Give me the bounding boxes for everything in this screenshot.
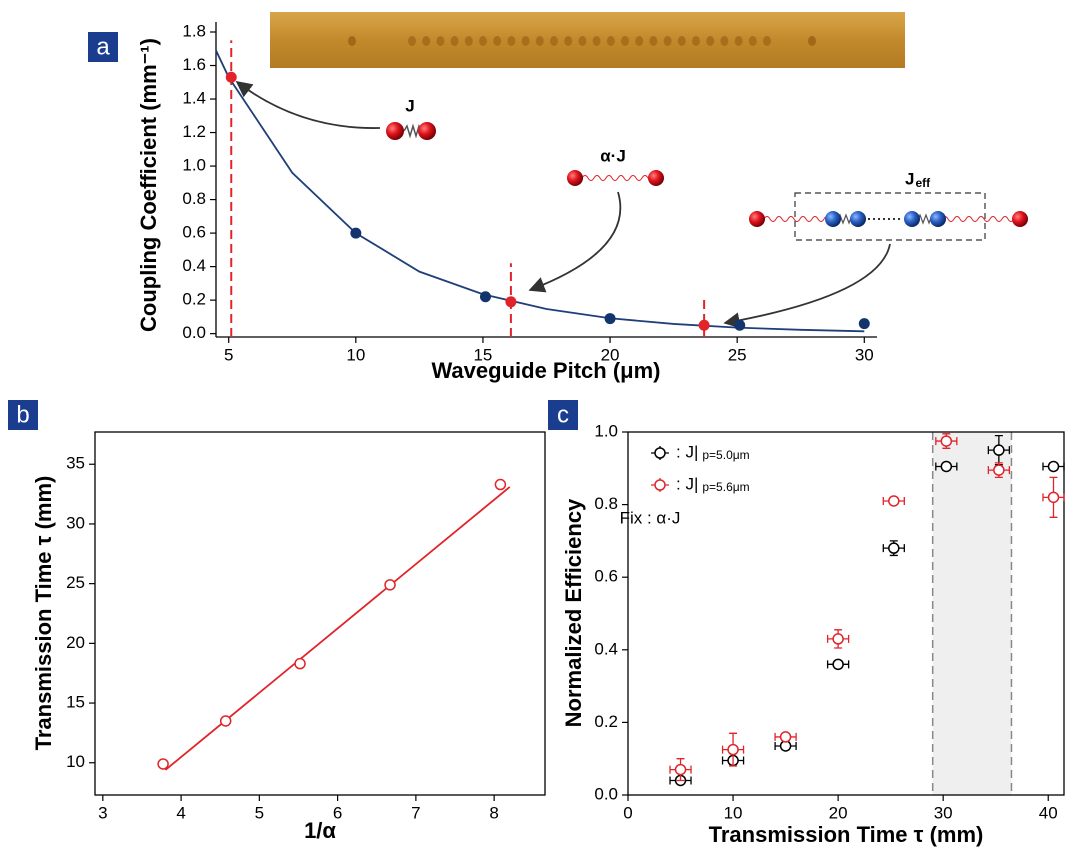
y-tick-label: 0.8 — [594, 494, 618, 513]
x-tick-label: 5 — [255, 803, 264, 822]
data-point — [858, 318, 870, 330]
legend-label: : J| — [676, 442, 698, 461]
legend-marker — [654, 479, 666, 491]
data-point — [1047, 491, 1060, 504]
y-tick-label: 0.2 — [182, 290, 206, 309]
data-point — [225, 71, 237, 83]
panel-tag-box — [8, 400, 38, 430]
data-point — [888, 542, 900, 554]
data-point — [350, 227, 362, 239]
x-tick-label: 3 — [98, 803, 107, 822]
data-point — [1047, 460, 1060, 473]
y-tick-label: 0.0 — [182, 323, 206, 342]
data-point — [832, 633, 844, 645]
data-point — [494, 478, 507, 491]
data-point — [779, 731, 792, 743]
annotation: α·J — [600, 146, 626, 165]
y-tick-label: 0.4 — [182, 256, 206, 275]
x-tick-label: 10 — [724, 803, 743, 822]
y-tick-label: 20 — [66, 633, 85, 652]
annotation: J — [905, 169, 914, 188]
panel-tag: c — [557, 401, 569, 428]
plot-frame — [94, 431, 546, 796]
annotation-sub: eff — [915, 176, 931, 190]
panel-tag: b — [16, 401, 29, 428]
data-point — [734, 319, 746, 331]
y-tick-label: 15 — [66, 693, 85, 712]
data-point — [940, 435, 953, 447]
x-tick-label: 15 — [473, 345, 492, 364]
x-axis-title: 1/α — [304, 818, 336, 843]
legend-label-sub: p=5.0μm — [702, 448, 749, 462]
data-point — [604, 313, 616, 325]
y-tick-label: 0.6 — [594, 567, 618, 586]
x-tick-label: 25 — [728, 345, 747, 364]
y-tick-label: 10 — [66, 752, 85, 771]
data-point — [384, 579, 396, 591]
y-axis-title: Transmission Time τ (mm) — [31, 476, 56, 751]
data-point — [727, 743, 739, 756]
y-tick-label: 1.0 — [594, 421, 618, 440]
x-tick-label: 40 — [1039, 803, 1058, 822]
y-tick-label: 1.0 — [182, 156, 206, 175]
data-point — [157, 758, 169, 770]
data-point — [505, 296, 517, 308]
annotation: Fix : α·J — [620, 508, 681, 527]
y-tick-label: 0.2 — [594, 712, 618, 731]
plot-frame — [627, 431, 1065, 796]
annotation: J — [405, 96, 414, 115]
x-tick-label: 8 — [489, 803, 498, 822]
data-point — [479, 291, 491, 303]
y-tick-label: 25 — [66, 573, 85, 592]
data-point — [674, 763, 687, 776]
data-point — [993, 464, 1005, 476]
x-tick-label: 30 — [934, 803, 953, 822]
data-point — [294, 657, 306, 670]
y-tick-label: 35 — [66, 454, 85, 473]
data-point — [993, 444, 1005, 456]
data-point — [832, 658, 844, 671]
x-tick-label: 4 — [176, 803, 185, 822]
fit-line — [164, 486, 511, 771]
legend-marker — [654, 447, 666, 459]
x-tick-label: 20 — [601, 345, 620, 364]
molecule-icons — [386, 122, 1028, 241]
data-point — [940, 460, 953, 473]
y-axis-title: Normalized Efficiency — [561, 498, 586, 727]
panel-tag-box — [548, 400, 578, 430]
data-point — [219, 715, 232, 727]
y-tick-label: 0.6 — [182, 223, 206, 242]
y-tick-label: 1.8 — [182, 21, 206, 40]
y-tick-label: 1.4 — [182, 89, 206, 108]
data-point — [698, 319, 710, 331]
y-tick-label: 1.2 — [182, 122, 206, 141]
data-point — [888, 495, 900, 507]
legend-label-sub: p=5.6μm — [702, 480, 749, 494]
panel-tag: a — [96, 33, 110, 60]
x-tick-label: 30 — [855, 345, 874, 364]
y-tick-label: 1.6 — [182, 55, 206, 74]
x-axis-title: Waveguide Pitch (μm) — [431, 358, 660, 383]
x-tick-label: 5 — [224, 345, 233, 364]
y-tick-label: 0.4 — [594, 639, 618, 658]
x-tick-label: 0 — [623, 803, 632, 822]
sample-image — [270, 12, 905, 68]
fit-line — [215, 50, 865, 333]
x-tick-label: 6 — [333, 803, 342, 822]
y-axis-title: Coupling Coefficient (mm⁻¹) — [136, 38, 161, 332]
arrows — [235, 81, 891, 329]
x-tick-label: 20 — [829, 803, 848, 822]
shaded-region — [932, 432, 1012, 795]
y-tick-label: 0.8 — [182, 189, 206, 208]
x-tick-label: 10 — [346, 345, 365, 364]
legend-label: : J| — [676, 474, 698, 493]
x-axis-title: Transmission Time τ (mm) — [709, 822, 984, 847]
y-tick-label: 30 — [66, 513, 85, 532]
panel-tag-box — [88, 32, 118, 62]
y-tick-label: 0.0 — [594, 784, 618, 803]
x-tick-label: 7 — [411, 803, 420, 822]
